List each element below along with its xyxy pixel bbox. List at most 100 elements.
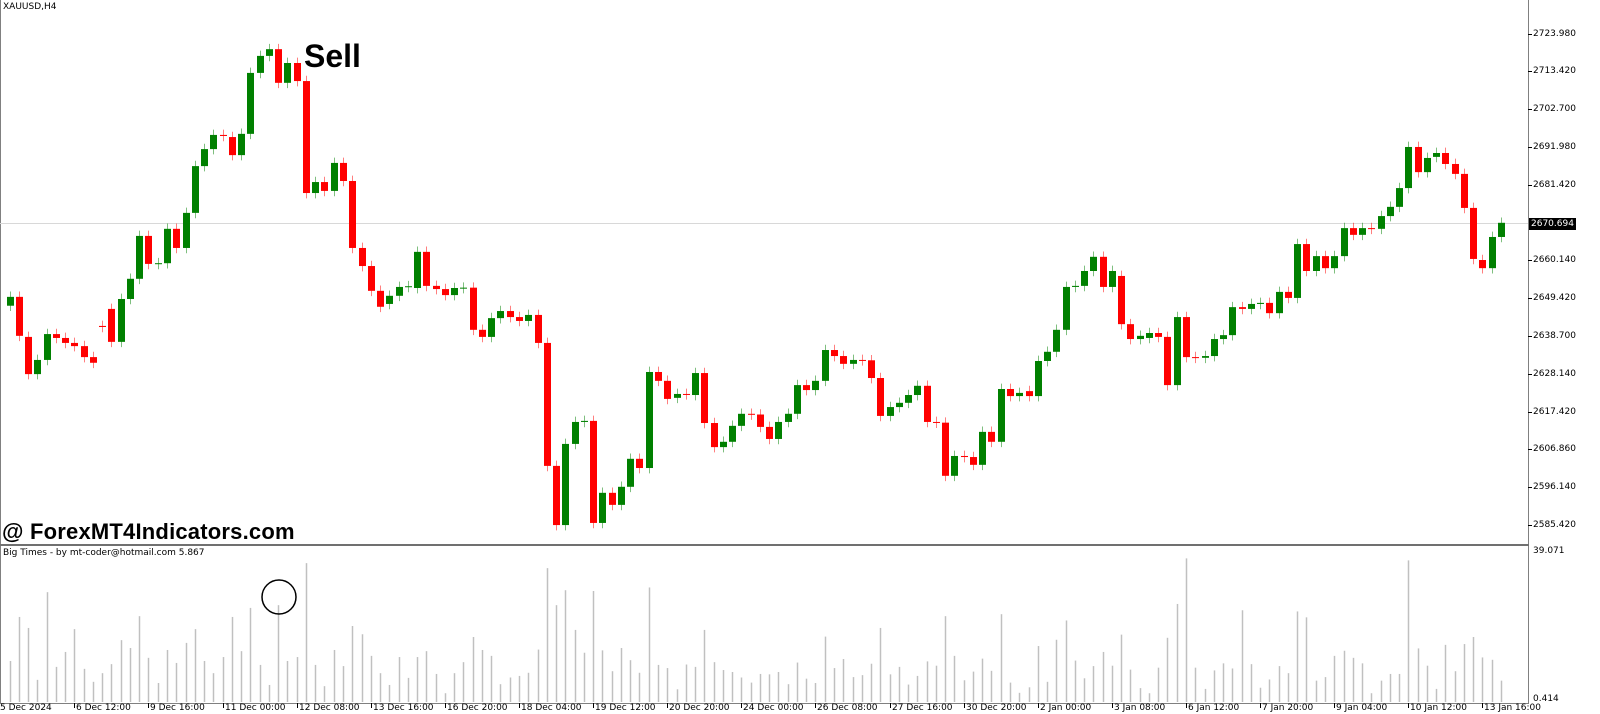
- candle-body: [1322, 256, 1329, 269]
- time-axis-label: 3 Jan 08:00: [1114, 703, 1166, 713]
- candle: [803, 379, 810, 396]
- time-axis-label: 30 Dec 20:00: [966, 703, 1027, 713]
- candle-body: [1433, 152, 1440, 157]
- candle: [599, 487, 606, 529]
- candle: [386, 290, 393, 310]
- candle-body: [720, 441, 727, 448]
- candle-body: [247, 72, 254, 134]
- candle: [331, 157, 338, 197]
- candle-body: [664, 380, 671, 399]
- candle-body: [1442, 152, 1449, 164]
- candle: [655, 366, 662, 387]
- candle: [479, 324, 486, 343]
- candle: [25, 331, 32, 380]
- candle: [1396, 182, 1403, 213]
- candle-body: [979, 431, 986, 465]
- candle-body: [118, 298, 125, 342]
- candle-body: [1387, 206, 1394, 217]
- candle-body: [1461, 173, 1468, 208]
- candle: [368, 260, 375, 297]
- candle: [1341, 222, 1348, 262]
- candle-body: [1026, 391, 1033, 397]
- price-axis-label: 2638.700: [1533, 330, 1576, 341]
- candle: [757, 409, 764, 433]
- candle-body: [321, 182, 328, 191]
- candle: [229, 131, 236, 161]
- candle-body: [1452, 163, 1459, 174]
- candle: [877, 372, 884, 422]
- candle-body: [896, 402, 903, 408]
- candle-body: [210, 134, 217, 150]
- candle-body: [1489, 236, 1496, 269]
- candle-body: [581, 420, 588, 422]
- time-axis-label: 6 Dec 12:00: [76, 703, 131, 713]
- candle: [275, 43, 282, 89]
- candle: [766, 421, 773, 445]
- candle: [1137, 330, 1144, 345]
- candle-body: [368, 266, 375, 291]
- candle: [683, 388, 690, 400]
- candle-body: [257, 55, 264, 73]
- candle-body: [1498, 222, 1505, 237]
- candle-body: [1285, 291, 1292, 298]
- candle-body: [1100, 256, 1107, 287]
- candle: [1415, 141, 1422, 178]
- candle: [1489, 231, 1496, 274]
- candle: [145, 230, 152, 270]
- candle-body: [331, 162, 338, 191]
- candle-body: [970, 457, 977, 465]
- candle: [321, 176, 328, 197]
- price-axis-label: 2596.140: [1533, 481, 1576, 492]
- candle-body: [127, 278, 134, 299]
- price-axis-label: 2691.980: [1533, 141, 1576, 152]
- candle-body: [349, 180, 356, 248]
- candle-body: [479, 329, 486, 337]
- candle-body: [488, 318, 495, 337]
- candle: [636, 453, 643, 474]
- candle-body: [275, 49, 282, 83]
- candle-body: [516, 317, 523, 321]
- candle: [377, 285, 384, 313]
- candle: [905, 389, 912, 409]
- candle-body: [1016, 392, 1023, 397]
- candle: [294, 57, 301, 87]
- candle: [627, 453, 634, 493]
- candle: [1183, 311, 1190, 363]
- candle-body: [90, 357, 97, 363]
- price-axis-label: 2628.140: [1533, 368, 1576, 379]
- indicator-axis-min: 0.414: [1533, 694, 1559, 704]
- candle-body: [1183, 317, 1190, 358]
- candle: [1405, 141, 1412, 194]
- candle: [738, 408, 745, 432]
- candle-body: [850, 359, 857, 364]
- candle: [414, 246, 421, 294]
- candle: [581, 415, 588, 428]
- candle-body: [794, 385, 801, 414]
- candle-body: [1248, 303, 1255, 309]
- candle-body: [1044, 351, 1051, 362]
- candle-body: [1350, 228, 1357, 235]
- candle-body: [155, 263, 162, 265]
- candle: [970, 451, 977, 471]
- candle: [914, 380, 921, 401]
- candle-body: [998, 388, 1005, 442]
- price-axis-label: 2649.420: [1533, 292, 1576, 303]
- candle-body: [173, 228, 180, 248]
- candle-body: [840, 356, 847, 364]
- candle-body: [831, 350, 838, 357]
- price-axis-label: 2702.700: [1533, 103, 1576, 114]
- candle-body: [655, 371, 662, 381]
- price-axis-label: 2681.420: [1533, 179, 1576, 190]
- candle-body: [1007, 388, 1014, 397]
- candle: [164, 223, 171, 269]
- candle: [266, 43, 273, 62]
- time-axis-label: 9 Jan 04:00: [1336, 703, 1388, 713]
- candle: [748, 408, 755, 420]
- candle-body: [1415, 146, 1422, 173]
- candle-body: [1378, 216, 1385, 229]
- candle-body: [868, 360, 875, 379]
- candle-body: [16, 296, 23, 336]
- candle-body: [766, 426, 773, 439]
- price-axis-label: 2585.420: [1533, 519, 1576, 530]
- candle-body: [396, 286, 403, 296]
